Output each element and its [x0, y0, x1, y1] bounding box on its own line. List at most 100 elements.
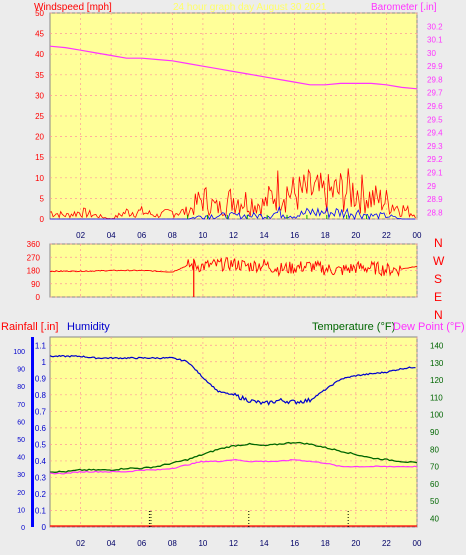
hour-tick-label: 02 [76, 231, 85, 240]
barometer-tick-label: 29 [427, 182, 436, 191]
rainfall-tick-label: 0.1 [35, 506, 47, 515]
barometer-tick-label: 29.7 [427, 89, 443, 98]
rainfall-tick-label: 0 [42, 523, 47, 532]
hour-tick-label: 20 [351, 231, 360, 240]
barometer-tick-label: 29.9 [427, 62, 443, 71]
barometer-line [49, 45, 418, 90]
rainfall-tick-label: 0.8 [35, 391, 47, 400]
direction-tick-label: 0 [36, 293, 41, 302]
humidity-line [49, 354, 416, 406]
hour-tick-label: 10 [198, 539, 207, 548]
temperature-tick-label: 120 [430, 376, 444, 385]
humidity-tick-label: 90 [17, 367, 25, 374]
graph-title: 24 hour graph day August 30 2021 [173, 2, 327, 13]
hour-tick-label: 10 [198, 231, 207, 240]
hour-tick-label: 04 [107, 539, 116, 548]
humidity-tick-label: 80 [17, 384, 25, 391]
compass-n-top: N [434, 236, 443, 250]
temperature-tick-label: 140 [430, 342, 444, 351]
windspeed-tick-label: 50 [35, 9, 44, 18]
humidity-tick-label: 100 [13, 349, 25, 356]
barometer-tick-label: 28.8 [427, 208, 443, 217]
windspeed-tick-label: 35 [35, 71, 44, 80]
hour-tick-label: 08 [168, 539, 177, 548]
temperature-tick-label: 40 [430, 514, 439, 523]
wind-direction-line [49, 257, 418, 278]
hour-tick-label: 16 [290, 539, 299, 548]
hour-tick-label: 12 [229, 231, 238, 240]
rainfall-tick-label: 0.2 [35, 490, 47, 499]
windspeed-tick-label: 30 [35, 91, 44, 100]
humidity-tick-label: 70 [17, 402, 25, 409]
compass-n-bottom: N [434, 308, 443, 322]
temperature-tick-label: 90 [430, 428, 439, 437]
barometer-tick-label: 30.2 [427, 22, 443, 31]
rainfall-tick-label: 1 [42, 358, 47, 367]
barometer-tick-label: 28.9 [427, 195, 443, 204]
hour-tick-label: 22 [382, 231, 391, 240]
humidity-tick-label: 30 [17, 472, 25, 479]
humidity-tick-label: 40 [17, 455, 25, 462]
hour-tick-label: 20 [351, 539, 360, 548]
rainfall-tick-label: 0.3 [35, 473, 47, 482]
barometer-axis-label: Barometer [.in] [371, 2, 437, 13]
barometer-tick-label: 30.1 [427, 36, 443, 45]
rainfall-tick-label: 0.7 [35, 407, 47, 416]
wind-barometer-chart: 0 5 10 15 20 25 30 35 40 45 50 28.8 28.9 29 29.1 29.2 2… [35, 9, 443, 240]
compass-e: E [434, 290, 442, 304]
windspeed-tick-label: 40 [35, 50, 44, 59]
windspeed-tick-label: 15 [35, 153, 44, 162]
rainfall-tick-label: 1.1 [35, 341, 47, 350]
dewpoint-axis-label: Dew Point (°F) [393, 321, 465, 333]
temperature-tick-label: 60 [430, 480, 439, 489]
barometer-tick-label: 29.3 [427, 142, 443, 151]
direction-tick-label: 90 [31, 280, 40, 289]
rainfall-tick-label: 0.9 [35, 374, 47, 383]
barometer-tick-label: 29.2 [427, 155, 443, 164]
hour-tick-label: 04 [107, 231, 116, 240]
windspeed-tick-label: 0 [40, 215, 45, 224]
humidity-tick-label: 0 [21, 525, 25, 532]
temperature-tick-label: 70 [430, 463, 439, 472]
temperature-tick-label: 110 [430, 393, 443, 402]
windspeed-tick-label: 45 [35, 30, 44, 39]
temperature-tick-label: 100 [430, 411, 444, 420]
hour-tick-label: 06 [137, 231, 146, 240]
hour-tick-label: 08 [168, 231, 177, 240]
windspeed-axis-label: Windspeed [mph] [34, 2, 112, 13]
barometer-tick-label: 29.6 [427, 102, 443, 111]
hour-tick-label: 02 [76, 539, 85, 548]
barometer-tick-label: 30 [427, 49, 436, 58]
dewpoint-line [49, 458, 418, 475]
hour-tick-label: 14 [260, 539, 269, 548]
hour-tick-label: 16 [290, 231, 299, 240]
windspeed-tick-label: 5 [40, 194, 45, 203]
hour-tick-label: 14 [260, 231, 269, 240]
hour-tick-label: 06 [137, 539, 146, 548]
compass-s: S [434, 272, 442, 286]
humidity-tick-label: 20 [17, 490, 25, 497]
wind-direction-chart: 0 90 180 270 360 N W S E N [27, 236, 445, 322]
direction-tick-label: 180 [27, 267, 41, 276]
hour-tick-label: 22 [382, 539, 391, 548]
average-wind-line [50, 206, 416, 221]
hour-tick-label: 12 [229, 539, 238, 548]
temperature-tick-label: 80 [430, 445, 439, 454]
hour-tick-label: 18 [321, 539, 330, 548]
compass-w: W [433, 254, 445, 268]
hour-tick-label: 18 [321, 231, 330, 240]
windspeed-tick-label: 25 [35, 112, 44, 121]
rainfall-tick-label: 0.6 [35, 424, 47, 433]
rainfall-tick-label: 0.5 [35, 440, 47, 449]
hour-tick-label: 00 [413, 231, 422, 240]
hour-tick-label: 00 [413, 539, 422, 548]
barometer-tick-label: 29.8 [427, 75, 443, 84]
barometer-tick-label: 29.4 [427, 129, 443, 138]
temperature-axis-label: Temperature (°F) [312, 321, 395, 333]
temperature-line [49, 441, 418, 473]
windspeed-tick-label: 10 [35, 174, 44, 183]
humidity-tick-label: 10 [17, 507, 25, 514]
barometer-tick-label: 29.5 [427, 115, 443, 124]
